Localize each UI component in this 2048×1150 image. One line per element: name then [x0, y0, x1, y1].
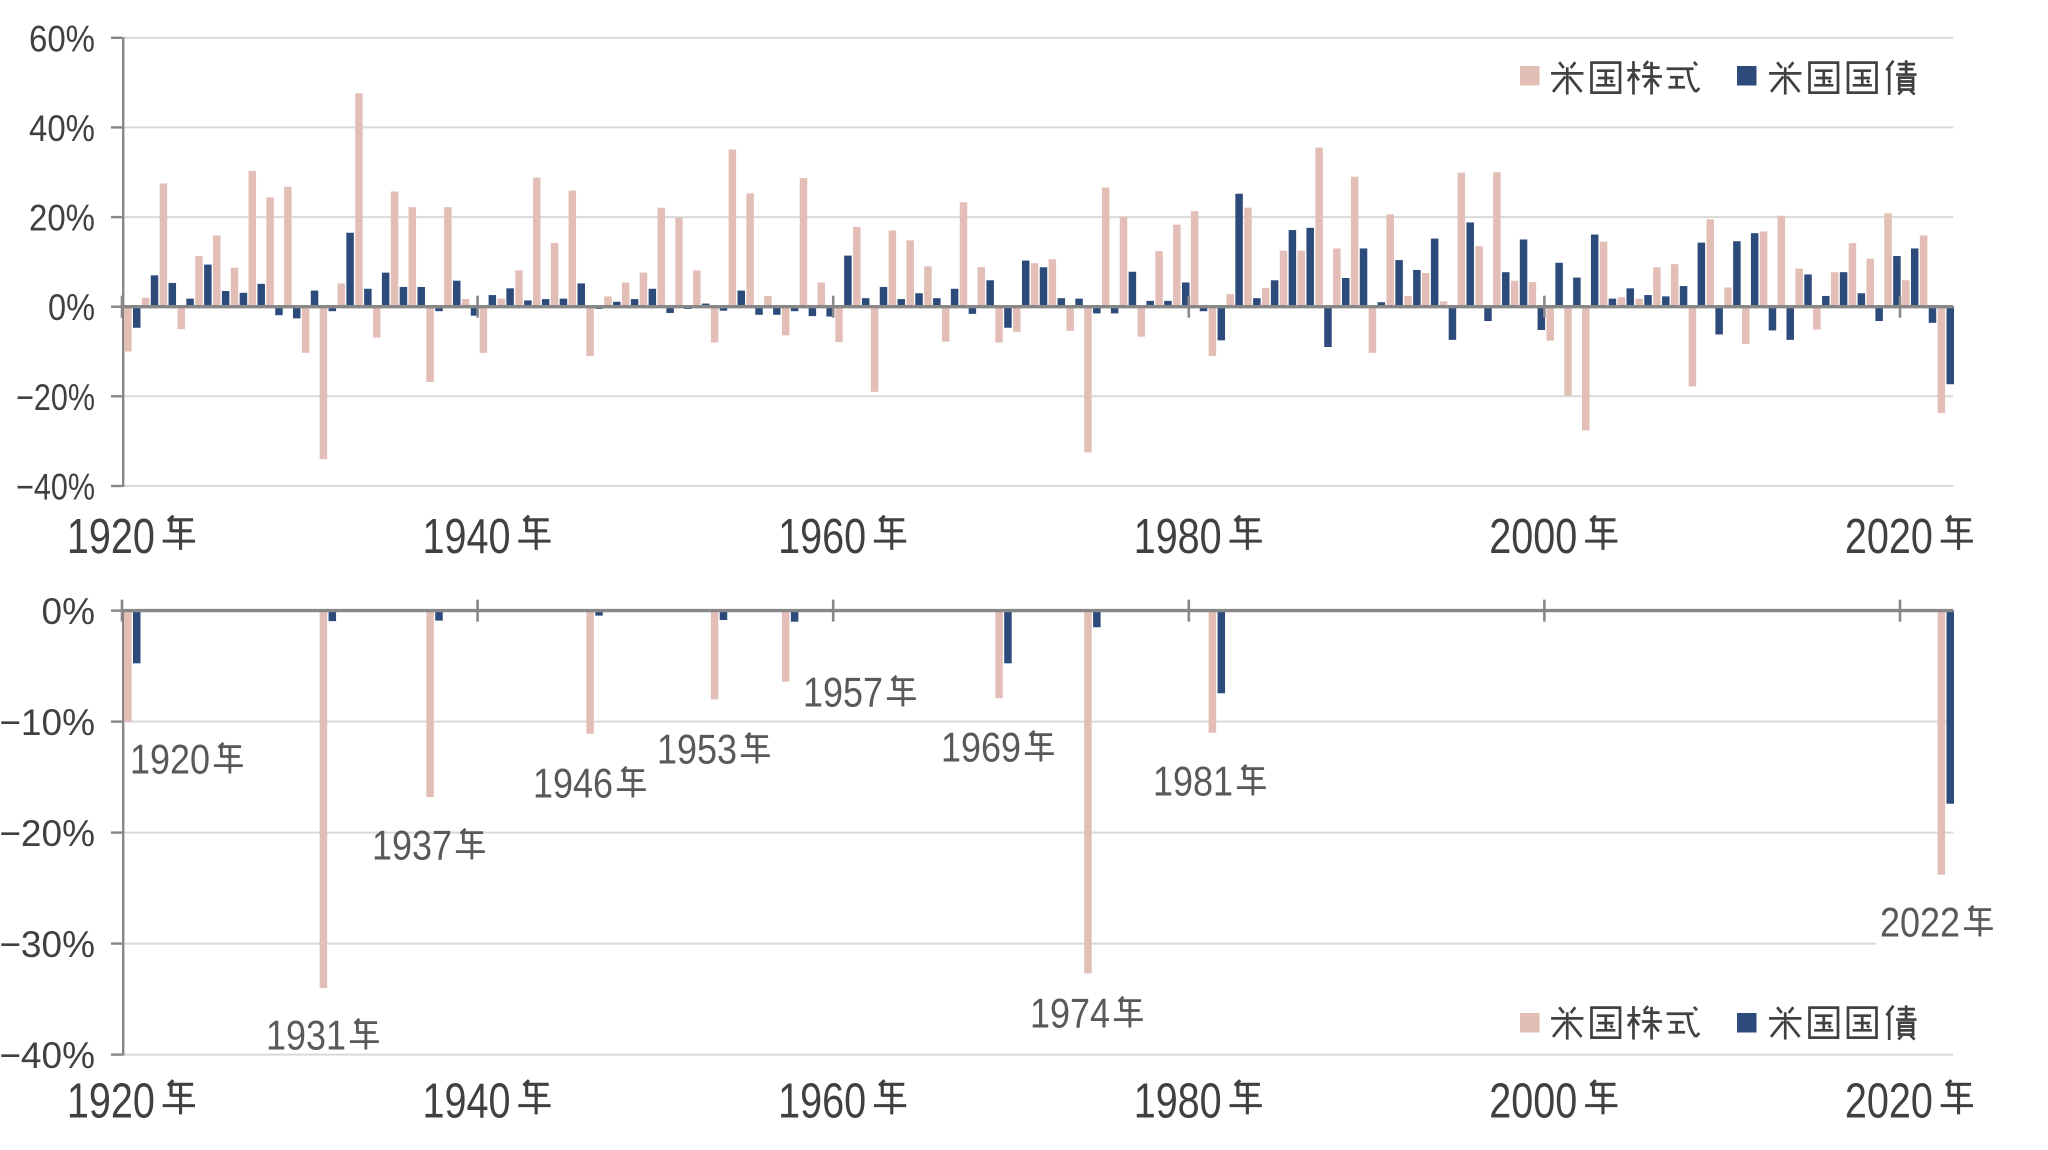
svg-text:−20%: −20%: [16, 377, 95, 418]
svg-text:1969: 1969: [941, 724, 1021, 771]
svg-text:1920: 1920: [67, 510, 155, 564]
svg-text:1940: 1940: [423, 1075, 511, 1129]
svg-text:2020: 2020: [1845, 1075, 1933, 1129]
svg-text:1920: 1920: [67, 1075, 155, 1129]
svg-text:1931: 1931: [266, 1012, 346, 1059]
svg-text:2020: 2020: [1845, 510, 1933, 564]
svg-text:−20%: −20%: [0, 813, 95, 854]
svg-text:60%: 60%: [29, 18, 95, 59]
svg-text:−40%: −40%: [0, 1035, 95, 1076]
svg-text:1937: 1937: [372, 822, 452, 869]
svg-text:1960: 1960: [778, 510, 866, 564]
svg-text:−30%: −30%: [0, 924, 95, 965]
svg-text:−40%: −40%: [16, 467, 95, 508]
svg-text:40%: 40%: [29, 108, 95, 149]
svg-text:2022: 2022: [1880, 899, 1960, 946]
svg-text:0%: 0%: [48, 287, 95, 328]
svg-text:1980: 1980: [1134, 1075, 1222, 1129]
svg-text:1940: 1940: [423, 510, 511, 564]
svg-text:0%: 0%: [42, 591, 95, 632]
svg-text:1957: 1957: [803, 669, 883, 716]
svg-text:1960: 1960: [778, 1075, 866, 1129]
svg-text:1946: 1946: [533, 760, 613, 807]
svg-text:1953: 1953: [657, 726, 737, 773]
svg-text:2000: 2000: [1489, 1075, 1577, 1129]
svg-text:1920: 1920: [130, 736, 210, 783]
svg-text:2000: 2000: [1489, 510, 1577, 564]
svg-text:−10%: −10%: [0, 702, 95, 743]
svg-text:1981: 1981: [1153, 758, 1233, 805]
svg-text:1974: 1974: [1030, 990, 1110, 1037]
svg-text:1980: 1980: [1134, 510, 1222, 564]
svg-text:20%: 20%: [29, 198, 95, 239]
